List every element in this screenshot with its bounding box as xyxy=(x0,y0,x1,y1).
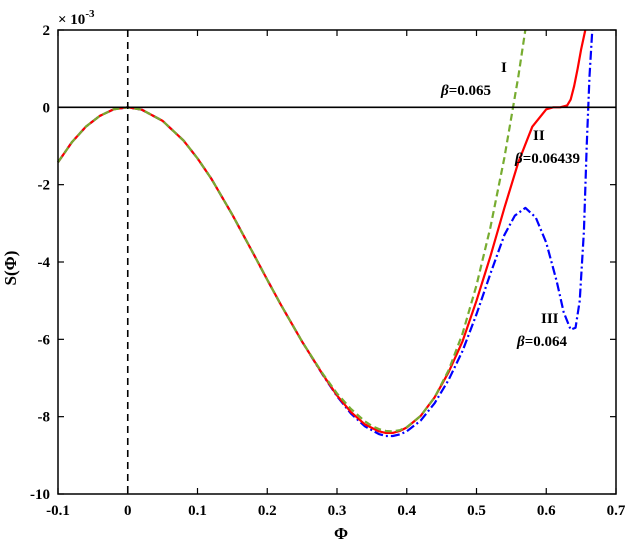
y-axis-label: S(Φ) xyxy=(1,251,20,286)
annotation-II-beta-symbol: β xyxy=(514,151,523,167)
y-tick-label: 2 xyxy=(43,23,51,39)
annotation-II-beta-value: =0.06439 xyxy=(523,151,580,167)
y-tick-label: -6 xyxy=(38,332,51,348)
y-tick-label: -2 xyxy=(38,178,51,194)
x-tick-label: 0.4 xyxy=(397,503,416,519)
annotation-II-beta: β=0.06439 xyxy=(514,151,580,167)
annotation-I-roman: I xyxy=(501,60,507,76)
y-tick-label: 0 xyxy=(43,100,51,116)
x-tick-label: 0.5 xyxy=(467,503,486,519)
annotation-I-beta-symbol: β xyxy=(440,83,449,99)
annotation-I-beta-value: =0.065 xyxy=(449,83,491,99)
y-multiplier: × 10-3 xyxy=(58,8,95,28)
annotation-III-roman: III xyxy=(541,311,559,327)
x-tick-label: 0 xyxy=(124,503,132,519)
y-tick-label: -10 xyxy=(30,487,50,503)
reference-lines xyxy=(58,30,616,494)
annotation-I-beta: β=0.065 xyxy=(440,83,491,99)
annotation-III-beta-value: =0.064 xyxy=(525,334,568,350)
annotation-II-roman: II xyxy=(533,128,545,144)
tick-layer: -0.1 0 0.1 0.2 0.3 0.4 0.5 0.6 0.7 2 0 -2 -4 -6 -8 -10 xyxy=(30,23,626,519)
x-tick-label: 0.3 xyxy=(328,503,347,519)
x-tick-label: -0.1 xyxy=(46,503,70,519)
y-tick-label: -8 xyxy=(38,410,51,426)
x-tick-label: 0.6 xyxy=(537,503,556,519)
series-I-line xyxy=(57,29,527,433)
y-multiplier-exponent: -3 xyxy=(85,8,95,20)
y-tick-label: -4 xyxy=(38,255,51,271)
annotation-III-beta: β=0.064 xyxy=(516,334,567,350)
x-tick-label: 0.2 xyxy=(258,503,277,519)
x-axis-label: Φ xyxy=(334,524,348,543)
x-tick-label: 0.1 xyxy=(188,503,207,519)
x-tick-label: 0.7 xyxy=(607,503,626,519)
annotation-III-beta-symbol: β xyxy=(516,334,525,350)
y-multiplier-base: × 10 xyxy=(58,12,85,28)
